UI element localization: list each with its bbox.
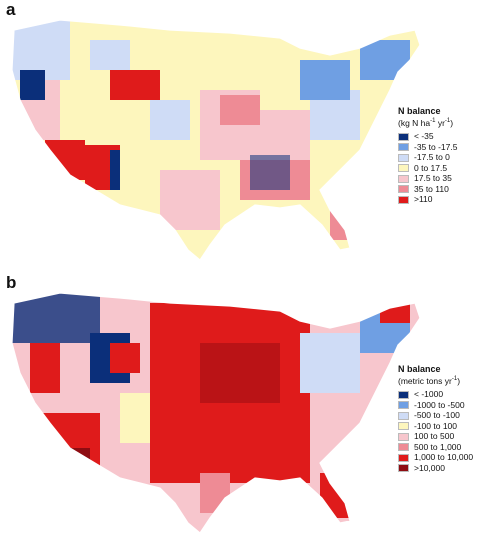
panel-letter-b: b xyxy=(6,273,17,292)
map-fill-b xyxy=(12,293,420,533)
legend-label: 0 to 17.5 xyxy=(414,162,448,173)
legend-swatch xyxy=(398,443,409,452)
legend-item: >10,000 xyxy=(398,463,473,474)
legend-label: -100 to 100 xyxy=(414,420,458,431)
legend-label: 35 to 110 xyxy=(414,183,449,194)
legend-item: 35 to 110 xyxy=(398,184,457,195)
legend-item: 1,000 to 10,000 xyxy=(398,452,473,463)
legend-item: 100 to 500 xyxy=(398,431,473,442)
legend-item: >110 xyxy=(398,194,457,205)
us-county-map-a xyxy=(11,19,421,261)
panel-a: a N balance (kg N ha-1 yr-1) < -35 -35 to… xyxy=(6,0,457,261)
legend-label: -17.5 to 0 xyxy=(414,152,450,163)
legend-a: N balance (kg N ha-1 yr-1) < -35 -35 to -… xyxy=(398,107,457,205)
legend-label: >110 xyxy=(414,194,433,205)
legend-label: 17.5 to 35 xyxy=(414,173,452,184)
legend-b: N balance (metric tons yr-1) < -1000 -100… xyxy=(398,365,473,473)
legend-swatch xyxy=(398,464,409,473)
legend-item: -35 to -17.5 xyxy=(398,142,457,153)
legend-swatch xyxy=(398,195,409,204)
panel-letter-a: a xyxy=(6,0,16,19)
legend-item: 0 to 17.5 xyxy=(398,163,457,174)
legend-item: -500 to -100 xyxy=(398,410,473,421)
legend-swatch xyxy=(398,411,409,420)
legend-swatch xyxy=(398,432,409,441)
legend-label: 1,000 to 10,000 xyxy=(414,452,474,463)
legend-swatch xyxy=(398,422,409,431)
legend-unit: (metric tons yr-1) xyxy=(398,375,461,386)
legend-title: N balance xyxy=(398,106,441,116)
legend-label: < -1000 xyxy=(414,389,444,400)
panel-b: b N balance (metric tons yr-1) < -1000 -1… xyxy=(0,273,482,546)
legend-item: 500 to 1,000 xyxy=(398,442,473,453)
legend-item: 17.5 to 35 xyxy=(398,173,457,184)
legend-unit: (kg N ha-1 yr-1) xyxy=(398,117,454,128)
legend-swatch xyxy=(398,164,409,173)
legend-label: -1000 to -500 xyxy=(414,399,465,410)
legend-swatch xyxy=(398,185,409,194)
legend-item: -17.5 to 0 xyxy=(398,152,457,163)
legend-swatch xyxy=(398,390,409,399)
legend-label: 100 to 500 xyxy=(414,431,455,442)
legend-item: < -35 xyxy=(398,131,457,142)
legend-item: -1000 to -500 xyxy=(398,400,473,411)
legend-swatch xyxy=(398,453,409,462)
legend-swatch xyxy=(398,143,409,152)
legend-swatch xyxy=(398,401,409,410)
legend-item: < -1000 xyxy=(398,389,473,400)
legend-label: < -35 xyxy=(414,131,434,142)
legend-item: -100 to 100 xyxy=(398,421,473,432)
legend-label: >10,000 xyxy=(414,462,445,473)
legend-title: N balance xyxy=(398,364,441,374)
legend-label: -35 to -17.5 xyxy=(414,141,458,152)
us-county-map-b xyxy=(11,292,421,534)
legend-swatch xyxy=(398,174,409,183)
legend-swatch xyxy=(398,132,409,141)
legend-items: < -1000 -1000 to -500 -500 to -100 -100 to … xyxy=(398,389,473,473)
legend-label: -500 to -100 xyxy=(414,410,460,421)
legend-swatch xyxy=(398,153,409,162)
legend-label: 500 to 1,000 xyxy=(414,441,462,452)
